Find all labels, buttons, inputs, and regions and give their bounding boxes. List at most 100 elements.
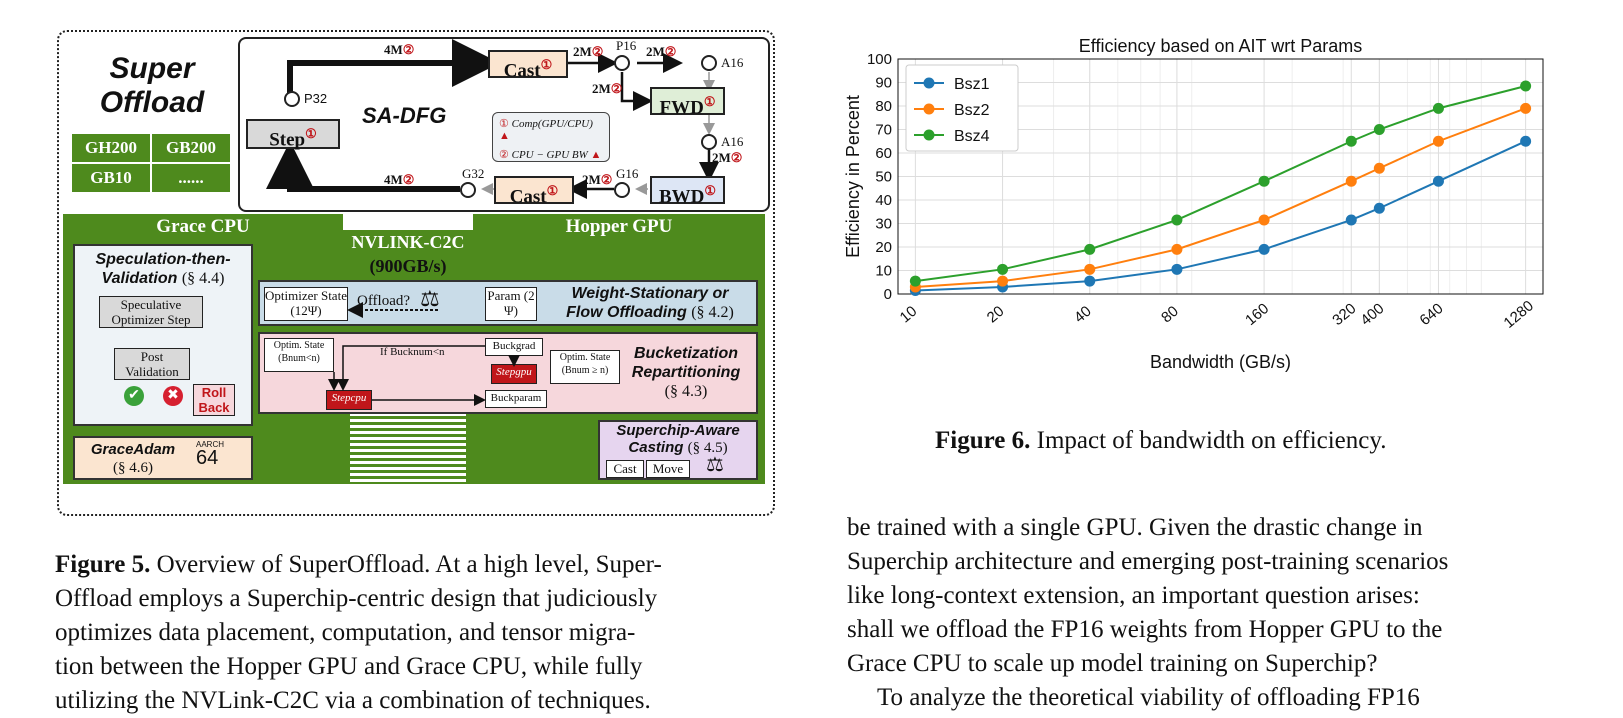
x-tick-label: 320 [1329,300,1359,329]
cast-node-bottom: Cast① [494,176,574,207]
bucketization-arrows [328,302,520,406]
aarch64-logo: AARCH 64 [196,440,225,469]
caption-5-line-5: utilizing the NVLink-C2C via a combinati… [55,687,651,714]
legend-comp: ① Comp(GPU/CPU) ▲ [499,118,593,142]
legend-label-bsz4: Bsz4 [954,128,990,145]
label-p32: P32 [304,91,328,106]
data-point-bsz4 [1084,243,1096,255]
legend-marker-bsz2 [923,103,935,115]
data-point-bsz1 [1345,214,1357,226]
nvlink-stripes [350,410,466,482]
chip-gb200: GB200 [151,133,231,163]
y-tick-label: 10 [875,263,892,280]
label-a16-bottom: A16 [721,134,744,149]
circle-p16 [614,55,630,71]
label-g32: G32 [462,166,485,181]
label-p16: P16 [616,38,637,53]
edge-g32-to-step [266,141,460,192]
y-tick-label: 90 [875,75,892,92]
data-point-bsz4 [1520,80,1532,92]
buck-param-box: Buckparam [485,390,547,408]
y-tick-label: 80 [875,98,892,115]
body-line-6: To analyze the theoretical viability of … [877,684,1420,711]
y-tick-label: 40 [875,192,892,209]
weight-stationary-title: Weight-Stationary or Flow Offloading (§ … [566,285,734,321]
data-point-bsz2 [1520,102,1532,114]
step-gpu-box: Stepgpu [491,364,537,384]
data-point-bsz2 [1084,263,1096,275]
edge-label-4m-top: 4M② [384,42,415,57]
y-tick-label: 20 [875,239,892,256]
body-line-5: Grace CPU to scale up model training on … [847,650,1378,677]
offload-question: Offload? [357,293,411,309]
optim-state-lt-box: Optim. State (Bnum<n) [264,338,334,372]
edge-label-4m-bottom: 4M② [384,172,415,187]
data-point-bsz4 [1373,124,1385,135]
cast-chip: Cast [606,460,644,478]
y-tick-label: 50 [875,169,892,186]
graceadam-box [73,436,253,480]
edge-label-2m-b: 2M② [646,44,677,59]
legend-bw: ② CPU − GPU BW ▲ [499,149,602,161]
x-axis-label: Bandwidth (GB/s) [1150,352,1291,372]
data-point-bsz4 [1432,102,1444,114]
label-a16-top: A16 [721,55,744,70]
chip-more: ...... [151,163,231,193]
data-point-bsz2 [1432,135,1444,147]
step-node: Step① [246,119,340,150]
legend-label-bsz2: Bsz2 [954,102,990,119]
figure-6-caption: Figure 6. Impact of bandwidth on efficie… [935,427,1387,454]
x-tick-label: 10 [897,303,921,327]
speculation-title: Speculation-then- Validation (§ 4.4) [95,251,231,287]
circle-p32 [284,91,300,107]
move-chip: Move [646,460,690,478]
edge-label-2m-e: 2M② [582,172,613,187]
circle-g32 [460,182,476,198]
data-point-bsz4 [1171,214,1183,226]
buck-grad-box: Buckgrad [485,338,543,356]
body-line-3: like long-context extension, an importan… [847,582,1420,609]
data-point-bsz2 [1373,162,1385,174]
body-paragraph: be trained with a single GPU. Given the … [847,511,1537,715]
fwd-node: FWD① [650,87,725,118]
balance-icon: ⚖ [706,454,724,476]
bwd-node: BWD① [650,176,725,207]
param-box: Param (2 Ψ) [485,287,537,321]
cross-icon: ✖ [163,386,183,406]
chip-gb10: GB10 [71,163,151,193]
chip-gh200: GH200 [71,133,151,163]
edge-label-2m-d: 2M② [712,150,743,165]
step-cpu-box: Stepcpu [326,390,372,410]
optimizer-state-box: Optimizer State (12Ψ) [264,287,348,321]
data-point-bsz2 [1171,243,1183,255]
post-validation-box: Post Validation [114,348,190,380]
data-point-bsz1 [1171,263,1183,275]
superchip-casting-title: Superchip-Aware Casting (§ 4.5) [616,422,740,456]
y-tick-label: 60 [875,145,892,162]
x-tick-label: 640 [1417,300,1447,329]
edge-label-2m-c: 2M② [592,81,623,96]
figure-5-caption: Figure 5. Overview of SuperOffload. At a… [55,548,775,718]
title-line-2: Offload [99,86,205,119]
legend-marker-bsz4 [923,129,935,141]
x-tick-label: 1280 [1500,297,1536,331]
check-icon: ✔ [124,386,144,406]
data-point-bsz4 [1345,135,1357,147]
circle-a16-bottom [701,134,717,150]
body-line-2: Superchip architecture and emerging post… [847,548,1449,575]
cast-node-top: Cast① [488,50,568,81]
legend-marker-bsz1 [923,77,935,89]
edge-step-to-cast [287,39,500,99]
nvlink-bandwidth: (900GB/s) [369,256,447,276]
grace-cpu-header: Grace CPU [156,216,250,237]
circle-g16 [614,182,630,198]
optim-state-ge-box: Optim. State (Bnum ≥ n) [550,350,620,384]
data-point-bsz4 [997,263,1009,275]
caption-5-line-4: tion between the Hopper GPU and Grace CP… [55,653,643,680]
data-point-bsz1 [1520,135,1532,147]
body-line-1: be trained with a single GPU. Given the … [847,514,1423,541]
y-tick-label: 70 [875,122,892,139]
cost-legend: ① Comp(GPU/CPU) ▲ ② CPU − GPU BW ▲ [492,112,610,162]
data-point-bsz1 [1432,175,1444,187]
